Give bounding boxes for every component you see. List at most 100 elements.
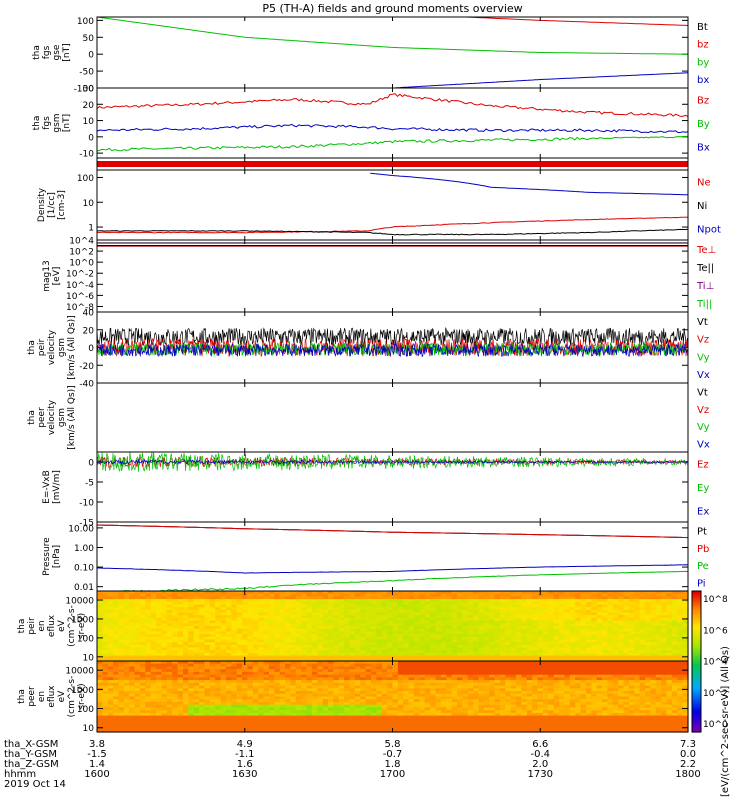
spectrogram-cell: [285, 712, 291, 717]
spectrogram-cell: [258, 710, 265, 714]
spectrogram-cell: [618, 650, 625, 654]
spectrogram-cell: [301, 658, 308, 662]
spectrogram-cell: [333, 674, 340, 678]
spectrogram-cell: [285, 612, 291, 616]
spectrogram-cell: [419, 612, 426, 616]
spectrogram-cell: [107, 596, 114, 600]
spectrogram-cell: [145, 620, 152, 624]
spectrogram-cell: [156, 677, 163, 681]
spectrogram-cell: [183, 704, 189, 708]
spectrogram-cell: [354, 628, 361, 632]
spectrogram-cell: [258, 658, 265, 662]
spectrogram-cell: [150, 601, 157, 606]
spectrogram-cell: [311, 704, 318, 708]
spectrogram-cell: [215, 666, 222, 670]
spectrogram-cell: [473, 609, 480, 614]
spectrogram-cell: [236, 620, 243, 624]
spectrogram-cell: [328, 631, 334, 635]
spectrogram-cell: [467, 631, 474, 635]
spectrogram-cell: [183, 723, 189, 728]
spectrogram-cell: [424, 658, 431, 662]
spectrogram-cell: [435, 666, 442, 670]
spectrogram-cell: [505, 591, 512, 595]
spectrogram-cell: [489, 601, 496, 606]
spectrogram-cell: [526, 636, 533, 641]
spectrogram-cell: [311, 669, 318, 673]
spectrogram-cell: [145, 707, 152, 711]
spectrogram-cell: [526, 591, 533, 595]
spectrogram-cell: [457, 617, 463, 622]
spectrogram-cell: [440, 639, 447, 643]
spectrogram-cell: [311, 685, 318, 689]
spectrogram-cell: [236, 652, 243, 657]
spectrogram-cell: [569, 599, 576, 603]
spectrogram-cell: [575, 601, 582, 606]
spectrogram-cell: [328, 696, 334, 700]
spectrogram-cell: [542, 647, 549, 651]
spectrogram-cell: [118, 702, 125, 706]
spectrogram-cell: [161, 623, 168, 627]
spectrogram-cell: [494, 644, 501, 649]
spectrogram-cell: [199, 715, 206, 719]
spectrogram-cell: [209, 644, 216, 649]
spectrogram-cell: [150, 663, 157, 667]
spectrogram-cell: [188, 691, 195, 695]
spectrogram-cell: [231, 715, 238, 719]
spectrogram-cell: [279, 658, 286, 662]
spectrogram-cell: [172, 721, 179, 725]
spectrogram-cell: [516, 631, 523, 635]
spectrogram-cell: [258, 647, 265, 651]
spectrogram-cell: [360, 669, 367, 673]
spectrogram-cell: [129, 721, 136, 725]
spectrogram-cell: [408, 652, 415, 657]
spectrogram-cell: [403, 691, 410, 695]
spectrogram-cell: [435, 691, 442, 695]
spectrogram-cell: [344, 677, 351, 681]
spectrogram-cell: [102, 704, 109, 708]
spectrogram-cell: [134, 644, 141, 649]
spectrogram-cell: [467, 596, 474, 600]
spectrogram-cell: [564, 652, 571, 657]
spectrogram-cell: [602, 626, 608, 630]
spectrogram-cell: [263, 723, 270, 728]
spectrogram-cell: [408, 607, 415, 611]
spectrogram-cell: [258, 671, 265, 676]
spectrogram-cell: [424, 723, 431, 728]
spectrogram-cell: [440, 674, 447, 678]
spectrogram-cell: [483, 631, 490, 635]
spectrogram-cell: [548, 593, 555, 597]
spectrogram-cell: [478, 620, 485, 624]
spectrogram-cell: [462, 639, 469, 643]
spectrogram-cell: [306, 623, 313, 627]
spectrogram-cell: [682, 658, 689, 662]
spectrogram-cell: [392, 707, 399, 711]
spectrogram-cell: [102, 688, 109, 692]
spectrogram-cell: [478, 685, 485, 689]
spectrogram-cell: [145, 682, 152, 687]
spectrogram-cell: [634, 607, 641, 611]
spectrogram-cell: [161, 663, 168, 667]
spectrogram-cell: [183, 715, 189, 719]
spectrogram-cell: [430, 715, 437, 719]
spectrogram-cell: [209, 671, 216, 676]
spectrogram-cell: [542, 644, 549, 649]
spectrogram-cell: [193, 661, 200, 665]
spectrogram-cell: [655, 639, 662, 643]
spectrogram-cell: [500, 636, 506, 641]
spectrogram-cell: [188, 639, 195, 643]
spectrogram-cell: [435, 623, 442, 627]
spectrogram-cell: [403, 655, 410, 659]
spectrogram-cell: [349, 691, 356, 695]
spectrogram-cell: [193, 674, 200, 678]
spectrogram-cell: [118, 591, 125, 595]
spectrogram-cell: [172, 669, 179, 673]
spectrogram-cell: [161, 612, 168, 616]
spectrogram-cell: [338, 661, 345, 665]
spectrogram-cell: [682, 631, 689, 635]
y-axis-label: gsm: [52, 113, 62, 132]
spectrogram-cell: [403, 702, 410, 706]
spectrogram-cell: [188, 634, 195, 638]
spectrogram-cell: [478, 674, 485, 678]
spectrogram-cell: [446, 642, 453, 646]
spectrogram-cell: [569, 658, 576, 662]
